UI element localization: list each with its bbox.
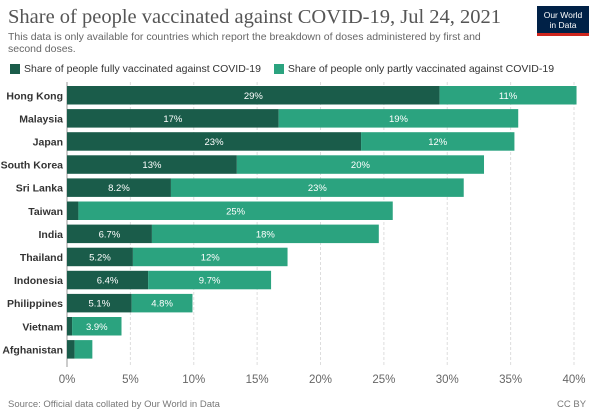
bar-fully-vaccinated xyxy=(67,340,75,359)
data-label: 20% xyxy=(351,160,371,171)
x-tick-label: 40% xyxy=(562,374,585,386)
bar-fully-vaccinated xyxy=(67,86,440,105)
bar-partly-vaccinated xyxy=(131,293,193,313)
x-tick-label: 10% xyxy=(182,374,205,386)
x-tick-label: 15% xyxy=(246,374,269,386)
bar-fully-vaccinated xyxy=(67,155,237,174)
bar-partly-vaccinated xyxy=(132,247,288,267)
data-label: 9.7% xyxy=(199,276,221,287)
data-label: 17% xyxy=(163,114,183,125)
data-label: 6.7% xyxy=(99,229,121,240)
bar-fully-vaccinated xyxy=(67,317,73,336)
data-label: 18% xyxy=(256,229,276,240)
source-note[interactable]: Source: Official data collated by Our Wo… xyxy=(8,399,220,410)
category-label: Hong Kong xyxy=(6,90,63,102)
bar-partly-vaccinated xyxy=(148,270,272,290)
logo-line-1: Our World xyxy=(543,10,583,20)
legend-label-partly: Share of people only partly vaccinated a… xyxy=(287,63,555,75)
legend-item-partly[interactable]: Share of people only partly vaccinated a… xyxy=(273,63,555,75)
data-label: 29% xyxy=(244,91,264,102)
data-label: 4.8% xyxy=(151,299,173,310)
chart-legend: Share of people fully vaccinated against… xyxy=(10,63,564,77)
bar-fully-vaccinated xyxy=(67,224,152,244)
bar-fully-vaccinated xyxy=(67,132,362,151)
bar-fully-vaccinated xyxy=(67,109,279,128)
x-tick-label: 25% xyxy=(372,374,395,386)
bar-partly-vaccinated xyxy=(72,317,122,336)
logo-underline xyxy=(537,33,589,36)
bar-partly-vaccinated xyxy=(236,155,485,174)
chart-title: Share of people vaccinated against COVID… xyxy=(8,6,502,28)
license-link[interactable]: CC BY xyxy=(557,399,587,410)
data-label: 19% xyxy=(389,114,409,125)
data-label: 6.4% xyxy=(97,276,119,287)
chart-subtitle: This data is only available for countrie… xyxy=(8,31,481,55)
owid-logo[interactable]: Our World in Data xyxy=(537,6,589,36)
data-label: 12% xyxy=(428,137,448,148)
bar-fully-vaccinated xyxy=(67,270,149,290)
data-label: 3.9% xyxy=(86,322,108,333)
category-label: Afghanistan xyxy=(2,344,63,356)
data-label: 8.2% xyxy=(108,183,130,194)
data-label: 23% xyxy=(308,183,328,194)
x-tick-label: 20% xyxy=(309,374,332,386)
x-tick-label: 30% xyxy=(436,374,459,386)
category-label: Thailand xyxy=(20,252,63,264)
category-label: Philippines xyxy=(7,298,63,310)
legend-item-fully[interactable]: Share of people fully vaccinated against… xyxy=(10,63,261,75)
data-label: 13% xyxy=(142,160,162,171)
bar-partly-vaccinated xyxy=(439,86,577,105)
data-label: 23% xyxy=(205,137,225,148)
category-label: Taiwan xyxy=(28,206,63,218)
bar-partly-vaccinated xyxy=(170,178,464,197)
bar-fully-vaccinated xyxy=(67,201,79,220)
legend-label-fully: Share of people fully vaccinated against… xyxy=(24,63,261,75)
bar-partly-vaccinated xyxy=(74,340,93,359)
data-label: 5.1% xyxy=(88,299,110,310)
category-label: Malaysia xyxy=(19,113,63,125)
category-label: Japan xyxy=(33,136,63,148)
category-label: Vietnam xyxy=(22,321,63,333)
data-label: 12% xyxy=(201,252,221,263)
x-tick-label: 0% xyxy=(59,374,76,386)
category-label: India xyxy=(38,229,63,241)
category-label: South Korea xyxy=(1,160,64,172)
bar-partly-vaccinated xyxy=(78,201,393,220)
legend-swatch-fully xyxy=(10,64,20,74)
category-label: Indonesia xyxy=(14,275,63,287)
x-tick-label: 5% xyxy=(122,374,139,386)
bar-fully-vaccinated xyxy=(67,247,133,267)
bar-partly-vaccinated xyxy=(151,224,379,244)
data-label: 5.2% xyxy=(89,252,111,263)
logo-line-2: in Data xyxy=(549,20,577,30)
x-tick-label: 35% xyxy=(499,374,522,386)
bar-partly-vaccinated xyxy=(361,132,515,151)
bar-fully-vaccinated xyxy=(67,293,132,313)
data-label: 11% xyxy=(499,91,518,102)
data-label: 25% xyxy=(226,206,246,217)
category-label: Sri Lanka xyxy=(16,183,63,195)
bar-fully-vaccinated xyxy=(67,178,171,197)
bar-partly-vaccinated xyxy=(278,109,519,128)
legend-swatch-partly xyxy=(273,64,284,74)
